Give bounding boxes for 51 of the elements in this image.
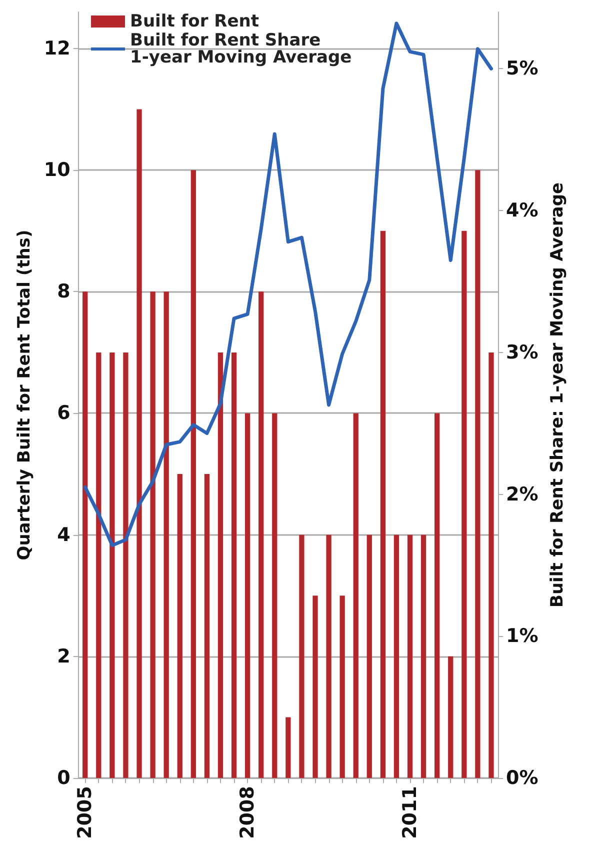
bar [110,352,115,778]
y2-tick-label: 4% [506,200,538,222]
bar [190,170,196,778]
bar [420,534,426,778]
bar [448,656,454,778]
y2-axis-title: Built for Rent Share: 1-year Moving Average [548,182,568,608]
y-tick-label: 4 [57,524,70,546]
x-tick-label: 2008 [236,786,259,839]
y-axis-title: Quarterly Built for Rent Total (ths) [14,230,34,560]
y-tick-label: 2 [57,645,70,668]
bar [218,352,224,778]
bar [286,717,291,778]
bar [462,230,467,778]
y2-tick-label: 3% [506,341,538,364]
bar [366,534,372,778]
bar [177,474,182,778]
bar [164,292,169,778]
bar [204,474,210,778]
x-tick-label: 2011 [399,786,422,839]
bar [231,352,237,778]
bar [380,230,386,778]
bar [136,109,142,778]
bar [326,534,332,778]
bar [475,170,480,778]
bar [407,534,413,778]
bar [488,352,494,778]
bar [272,413,278,778]
bar [258,292,264,778]
bar [150,292,156,778]
legend-label: Built for Rent Share 1-year Moving Average [130,30,352,68]
y-tick-label: 12 [44,37,70,60]
bar [299,534,304,778]
bar [244,413,250,778]
y2-tick-label: 0% [506,767,538,789]
y2-tick-label: 5% [506,58,538,80]
legend-label: Built for Rent [130,12,259,32]
y-tick-label: 0 [57,767,70,789]
x-tick-label: 2005 [74,786,96,839]
bar [82,292,88,778]
bar [434,413,440,778]
y-tick-label: 8 [57,280,70,303]
bar [96,352,102,778]
y2-tick-label: 2% [506,483,538,506]
y-tick-label: 10 [44,159,70,182]
bar [394,534,400,778]
bar [312,596,318,778]
bar [340,596,345,778]
bar [353,413,358,778]
bar [123,352,128,778]
y2-tick-label: 1% [506,625,538,648]
y-tick-label: 6 [57,402,70,424]
